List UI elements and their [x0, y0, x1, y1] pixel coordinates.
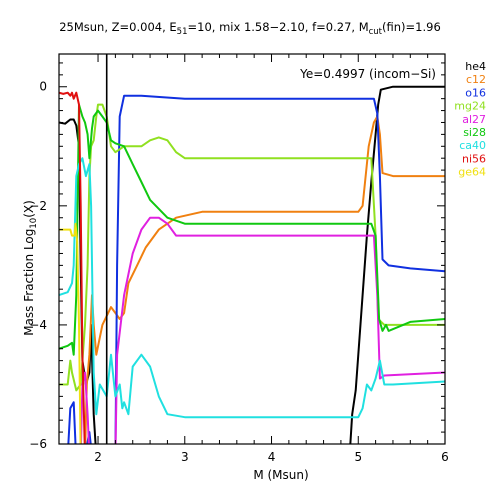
y-tick-label: −6	[29, 437, 47, 451]
y-tick-label: −4	[29, 318, 47, 332]
legend-entry-c12: c12	[466, 73, 486, 86]
axis-ticks: 2 3 4 5 6 0 −2 −4 −6	[29, 54, 449, 464]
series-layer	[59, 85, 445, 444]
series-line-ge64	[59, 222, 82, 444]
x-tick-label: 4	[268, 450, 276, 464]
x-tick-label: 3	[181, 450, 189, 464]
svg-text:25Msun, Z=0.004, E51=10, mix 1: 25Msun, Z=0.004, E51=10, mix 1.58−2.10, …	[59, 20, 441, 37]
legend-entry-mg24: mg24	[454, 100, 486, 113]
x-tick-label: 5	[354, 450, 362, 464]
series-line-ca40	[59, 157, 445, 419]
ylabel-subscript: 10	[29, 218, 39, 229]
svg-text:M (Msun): M (Msun)	[253, 468, 308, 482]
title-prefix: 25Msun, Z=0.004, E	[59, 20, 176, 34]
x-axis-label: M (Msun)	[253, 468, 308, 482]
legend-entry-si28: si28	[463, 126, 486, 139]
svg-text:Mass Fraction Log10(X): Mass Fraction Log10(X)	[22, 200, 39, 336]
series-line-he4	[59, 85, 445, 444]
y-axis-label: Mass Fraction Log10(X)	[22, 200, 39, 336]
ye-annotation: Ye=0.4997 (incom−Si)	[299, 67, 436, 81]
series-line-al27	[79, 216, 445, 444]
title-m-subscript: cut	[369, 27, 383, 37]
title-suffix: (fin)=1.96	[382, 20, 441, 34]
ylabel-suffix: (X)	[22, 200, 36, 218]
chart-title: 25Msun, Z=0.004, E51=10, mix 1.58−2.10, …	[59, 20, 441, 37]
legend-entry-ge64: ge64	[458, 166, 486, 179]
plot-frame	[58, 53, 446, 445]
series-line-ni56	[59, 91, 86, 444]
x-tick-label: 6	[441, 450, 449, 464]
title-e-subscript: 51	[177, 27, 188, 37]
y-tick-label: −2	[29, 199, 47, 213]
legend-entry-ni56: ni56	[462, 152, 486, 165]
legend-entry-ca40: ca40	[459, 139, 486, 152]
legend-entry-he4: he4	[465, 60, 486, 73]
series-line-o16	[67, 94, 445, 444]
ylabel-prefix: Mass Fraction Log	[22, 229, 36, 336]
legend-entry-o16: o16	[465, 86, 486, 99]
legend-entry-al27: al27	[462, 113, 486, 126]
title-mid: =10, mix 1.58−2.10, f=0.27, M	[188, 20, 369, 34]
y-tick-label: 0	[39, 80, 47, 94]
x-tick-label: 2	[94, 450, 102, 464]
